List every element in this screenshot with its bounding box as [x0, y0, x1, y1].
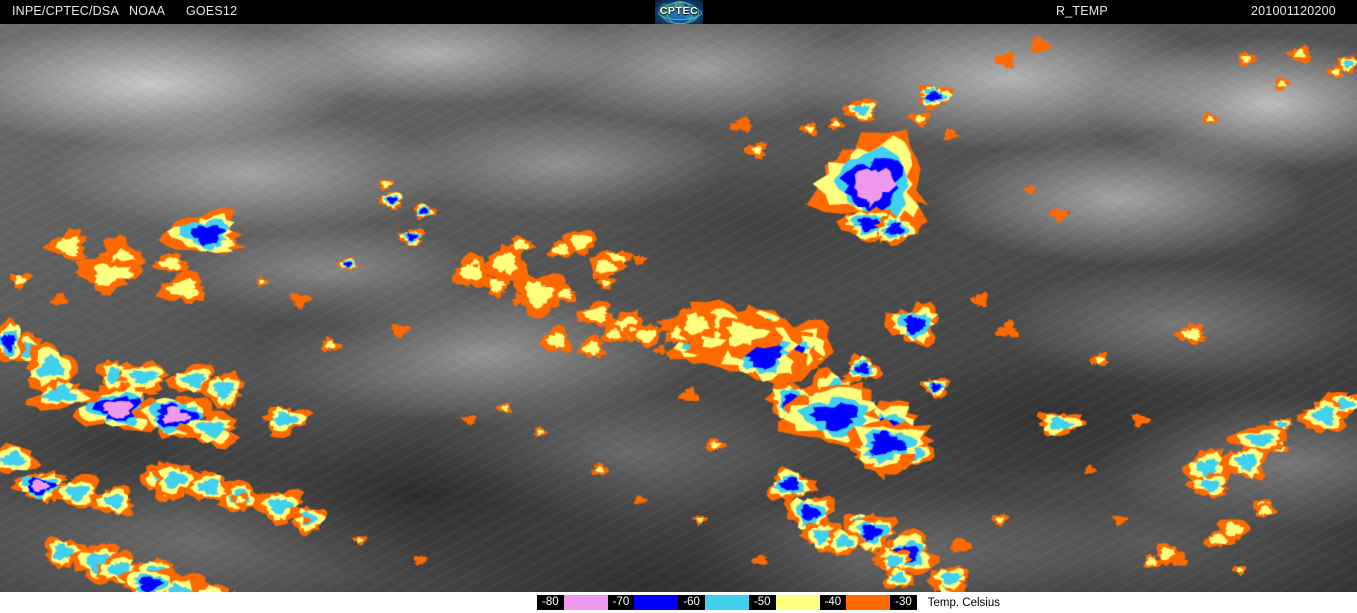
colorbar-tick-label: -70 [607, 595, 635, 610]
colorbar-swatch-orange [846, 595, 891, 610]
colorbar-swatch-yellow [775, 595, 820, 610]
header-bar: INPE/CPTEC/DSA NOAA GOES12 R_TEMP 201001… [0, 0, 1357, 24]
colorbar-swatch-blue [634, 595, 679, 610]
colorbar-tick-label: -30 [890, 595, 917, 610]
colorbar-unit-label: Temp. Celsius [927, 596, 1000, 609]
temperature-colorbar: -80 -70 -60 -50 -40 -30 Temp. Celsius [537, 592, 1000, 613]
product-label: R_TEMP [1056, 4, 1108, 18]
cold-cloud-canvas [0, 24, 1357, 592]
institution-label: INPE/CPTEC/DSA [12, 4, 119, 18]
agency-label: NOAA [129, 4, 166, 18]
colorbar-tick-label: -80 [537, 595, 564, 610]
colorbar-swatch-cyan [704, 595, 749, 610]
cptec-logo-text: CPTEC [659, 5, 699, 17]
colorbar-tick-label: -50 [748, 595, 776, 610]
colorbar-tick-label: -40 [819, 595, 847, 610]
timestamp-label: 201001120200 [1251, 4, 1336, 18]
cptec-logo-icon: CPTEC [655, 0, 703, 24]
footer-bar: -80 -70 -60 -50 -40 -30 Temp. Celsius [0, 592, 1357, 613]
colorbar-tick-label: -60 [678, 595, 705, 610]
satellite-imagery [0, 24, 1357, 592]
colorbar-swatch-pink [563, 595, 608, 610]
satellite-label: GOES12 [186, 4, 238, 18]
enhanced-cold-cloud-layer [0, 24, 1357, 592]
